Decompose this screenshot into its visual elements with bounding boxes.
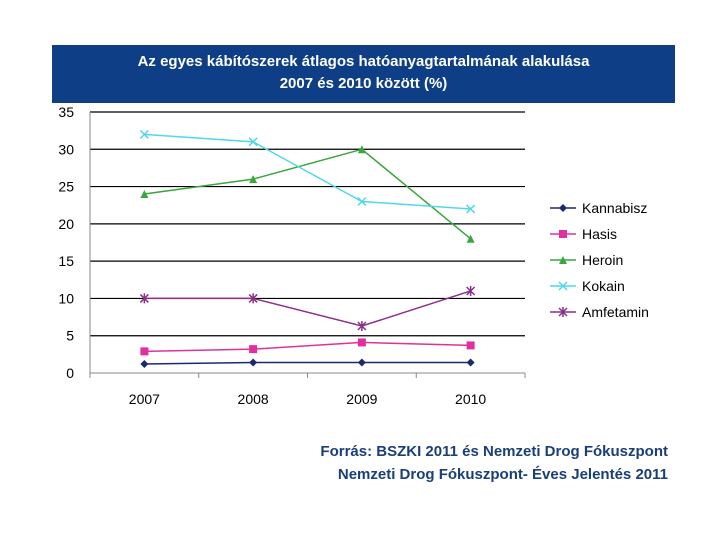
data-point-kannabisz [249, 358, 258, 367]
source-line2: Nemzeti Drog Fókuszpont- Éves Jelentés 2… [337, 466, 668, 483]
legend-label: Kannabisz [582, 200, 647, 216]
series-line-kokain [144, 133, 471, 210]
chart-title-line1: Az egyes kábítószerek átlagos hatóanyagt… [137, 53, 590, 70]
data-point-hasis [466, 341, 475, 350]
data-point-hasis [140, 347, 149, 356]
data-point-kannabisz [140, 360, 149, 369]
series-line-amfetamin [144, 290, 471, 327]
y-tick-label: 10 [58, 290, 74, 306]
data-point-heroin [357, 145, 366, 154]
data-point-kannabisz [466, 358, 475, 367]
x-tick-label: 2010 [455, 391, 486, 407]
legend-marker-amfetamin [558, 307, 568, 317]
y-tick-label: 20 [58, 216, 74, 232]
legend-label: Amfetamin [582, 304, 649, 320]
source-line1: Forrás: BSZKI 2011 és Nemzeti Drog Fókus… [320, 443, 668, 460]
x-tick-label: 2007 [129, 391, 160, 407]
series-line-hasis [144, 341, 471, 353]
data-point-heroin [249, 175, 258, 184]
data-point-kokain [248, 137, 258, 147]
series-line-heroin [144, 148, 472, 240]
legend-label: Hasis [582, 226, 617, 242]
series-line-kannabisz [144, 361, 471, 365]
y-tick-label: 30 [58, 141, 74, 157]
legend-label: Kokain [582, 278, 625, 294]
chart-title-line2: 2007 és 2010 között (%) [279, 75, 448, 92]
data-point-hasis [357, 338, 366, 347]
source-note: Forrás: BSZKI 2011 és Nemzeti Drog Fókus… [320, 440, 668, 486]
data-point-kannabisz [357, 358, 366, 367]
data-point-amfetamin [248, 293, 258, 304]
y-tick-label: 5 [66, 328, 74, 344]
x-tick-label: 2009 [346, 391, 377, 407]
data-point-kokain [466, 204, 476, 214]
x-tick-label: 2008 [238, 391, 269, 407]
data-point-heroin [466, 234, 475, 243]
legend-label: Heroin [582, 252, 623, 268]
y-tick-label: 15 [58, 253, 74, 269]
y-tick-label: 0 [66, 365, 74, 381]
legend-marker-hasis [559, 230, 567, 238]
data-point-kokain [357, 196, 367, 207]
data-point-kokain [139, 129, 149, 139]
chart-title-banner: Az egyes kábítószerek átlagos hatóanyagt… [52, 45, 675, 103]
legend-marker-kannabisz [559, 204, 567, 212]
y-tick-label: 25 [58, 179, 74, 195]
legend-marker-kokain [558, 281, 568, 291]
data-point-amfetamin [466, 285, 476, 296]
data-point-heroin [140, 190, 149, 199]
data-point-amfetamin [139, 293, 149, 304]
y-tick-label: 35 [58, 104, 74, 120]
data-point-amfetamin [357, 321, 367, 332]
legend-marker-heroin [559, 256, 567, 264]
data-point-hasis [249, 345, 258, 354]
